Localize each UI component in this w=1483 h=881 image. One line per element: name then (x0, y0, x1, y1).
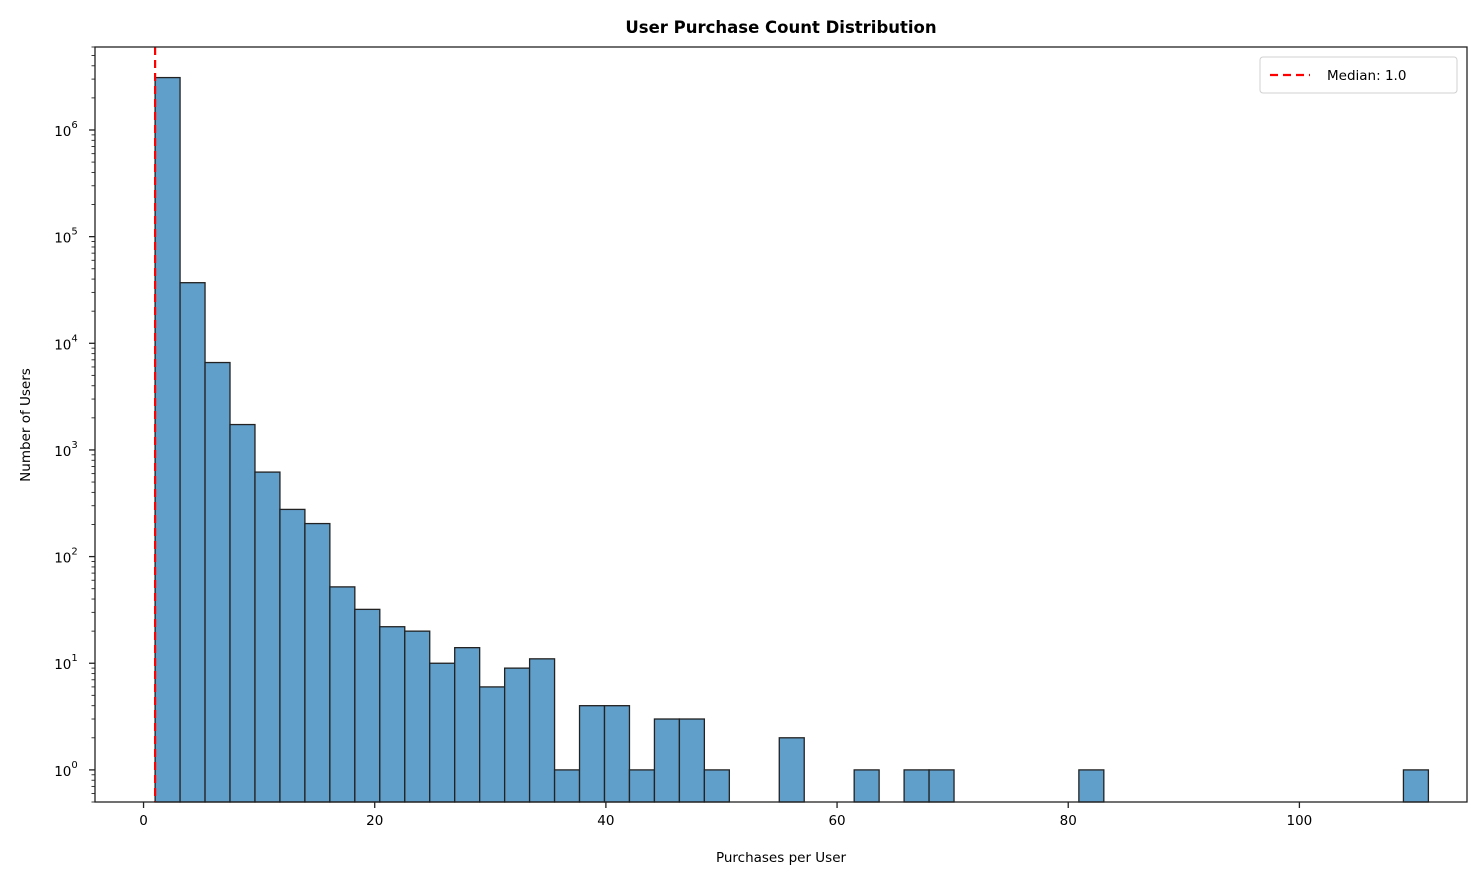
histogram-bar (379, 626, 406, 803)
y-tick-label: 105 (54, 227, 78, 247)
legend: Median: 1.0 (1259, 56, 1458, 94)
histogram-bar (1402, 769, 1430, 803)
histogram-bar (429, 662, 456, 803)
histogram-bar (479, 686, 506, 803)
histogram-bar (603, 705, 631, 803)
y-tick-label: 103 (54, 440, 78, 460)
x-tick-label: 80 (1060, 813, 1077, 829)
y-axis-ticks: 100 101 102 103 104 105 106 (54, 46, 95, 803)
y-tick-label: 101 (54, 653, 78, 673)
y-tick-label: 100 (54, 760, 78, 780)
histogram-bar (778, 737, 805, 803)
histogram-bar (304, 522, 331, 803)
histogram-bar (354, 608, 381, 803)
x-tick-label: 20 (366, 813, 383, 829)
legend-label: Median: 1.0 (1327, 68, 1406, 84)
histogram-bar (528, 658, 556, 803)
histogram-bars (154, 76, 1430, 803)
legend-box (1259, 56, 1458, 94)
x-tick-label: 100 (1287, 813, 1313, 829)
histogram-bar (454, 647, 481, 803)
histogram-bar (503, 667, 531, 803)
x-tick-label: 60 (828, 813, 845, 829)
histogram-bar (404, 630, 431, 803)
x-tick-label: 0 (139, 813, 148, 829)
histogram-bar (853, 769, 880, 803)
x-axis-label: Purchases per User (716, 850, 847, 866)
histogram-bar (578, 705, 606, 803)
x-axis-ticks: 0 20 40 60 80 100 (139, 802, 1312, 829)
histogram-bar (329, 586, 356, 803)
histogram-bar (154, 76, 181, 803)
y-tick-label: 102 (54, 547, 78, 567)
histogram-bar (1078, 769, 1105, 803)
x-tick-label: 40 (597, 813, 614, 829)
histogram-bar (204, 361, 231, 803)
histogram-bar (179, 282, 206, 803)
histogram-bar (553, 769, 581, 803)
chart-title: User Purchase Count Distribution (625, 18, 936, 37)
y-tick-label: 106 (54, 120, 78, 140)
plot-frame (94, 46, 1468, 803)
histogram-bar (703, 769, 730, 803)
y-axis-label: Number of Users (18, 368, 34, 482)
histogram-bar (928, 769, 955, 803)
histogram-bar (653, 718, 681, 803)
histogram-bar (903, 769, 930, 803)
histogram-bar (254, 471, 281, 803)
histogram-bar (678, 718, 706, 803)
histogram-bar (628, 769, 656, 803)
y-tick-label: 104 (54, 333, 78, 353)
histogram-bar (229, 423, 256, 803)
histogram-bar (279, 508, 306, 803)
